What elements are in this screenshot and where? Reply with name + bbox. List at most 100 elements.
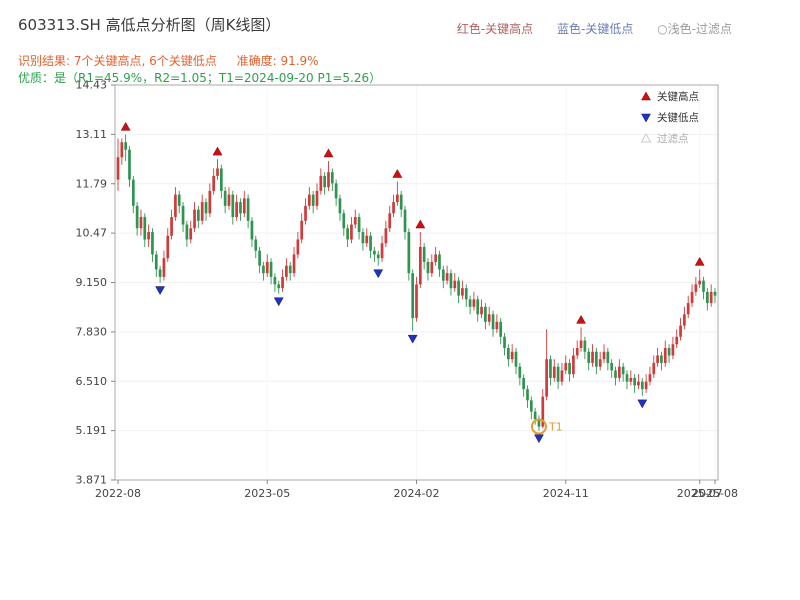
y-axis: 14.43 13.11 11.79 10.47 9.150 7.830 6.510 5.191… [76, 79, 115, 487]
candle-body [208, 190, 212, 214]
candle-body [174, 194, 177, 218]
candle-body [357, 217, 361, 233]
candle-body [426, 261, 430, 274]
legend-key-low-label: 蓝色-关键低点 [557, 22, 634, 36]
candle-body [124, 142, 128, 150]
candle-body [698, 280, 702, 285]
candle-body [667, 347, 671, 356]
y-tick-label: 5.191 [76, 424, 108, 437]
candle-body [235, 202, 238, 218]
candle-body [128, 149, 131, 180]
candle-body [683, 314, 686, 326]
candle-body [434, 254, 437, 262]
candle-body [660, 355, 663, 363]
markers-layer: T1 [120, 121, 705, 444]
candle-body [315, 190, 319, 206]
candle-body [346, 228, 349, 240]
y-tick-label: 3.871 [76, 474, 108, 487]
candle-body [556, 366, 560, 382]
x-tick-label: 2024-02 [394, 487, 440, 500]
y-tick-label: 6.510 [76, 375, 108, 388]
candle-body [361, 232, 365, 244]
candle-body [200, 202, 204, 221]
candle-body [273, 276, 277, 285]
candle-body [663, 347, 667, 363]
candle-body [116, 157, 120, 180]
candle-body [281, 276, 284, 289]
top-legend: 红色-关键高点 蓝色-关键低点 ○浅色-过滤点 [437, 20, 732, 37]
candle-body [648, 374, 652, 382]
candle-body [415, 284, 418, 319]
candle-body [227, 194, 231, 206]
candle-body [239, 202, 242, 214]
y-tick-label: 14.43 [76, 79, 108, 92]
candle-body [621, 366, 625, 375]
candle-body [602, 351, 606, 360]
candle-body [518, 366, 522, 378]
candles-layer [116, 134, 717, 431]
candle-body [614, 370, 617, 378]
legend-item-label: 过滤点 [657, 132, 689, 145]
legend-key-high-icon [641, 91, 651, 101]
candle-body [285, 265, 288, 277]
candle-body [277, 284, 281, 289]
candle-body [579, 340, 583, 348]
x-tick-label: 2022-08 [95, 487, 141, 500]
candle-body [671, 344, 675, 356]
candle-body [491, 314, 495, 330]
candle-body [675, 336, 679, 345]
candle-body [258, 250, 261, 266]
candle-body [640, 381, 644, 390]
key-low-marker [155, 286, 166, 296]
page-title: 603313.SH 高低点分析图（周K线图） [18, 16, 281, 34]
candle-body [296, 239, 300, 255]
key-high-marker [694, 256, 705, 266]
candle-body [441, 269, 445, 281]
candle-body [487, 314, 491, 322]
candle-body [549, 359, 552, 378]
key-low-marker [637, 399, 648, 409]
candle-body [342, 213, 346, 229]
candle-body [468, 299, 472, 307]
candle-body [587, 351, 591, 363]
candle-body [338, 198, 342, 214]
candle-body [170, 217, 173, 236]
candle-body [327, 172, 330, 188]
candle-body [399, 194, 403, 210]
candle-body [250, 220, 254, 240]
key-high-marker [323, 148, 334, 158]
candle-body [422, 246, 426, 262]
candle-body [625, 374, 629, 382]
key-high-marker [392, 169, 403, 178]
candle-body [438, 254, 441, 270]
candle-body [679, 325, 682, 337]
candle-body [686, 303, 690, 315]
candle-body [334, 183, 338, 199]
candle-body [506, 347, 510, 360]
candle-body [598, 359, 602, 367]
candle-body [484, 306, 487, 322]
candle-body [166, 235, 170, 259]
candle-body [617, 366, 621, 378]
candle-body [418, 246, 422, 285]
candle-body [185, 224, 189, 240]
candle-body [231, 194, 235, 218]
x-tick-label: 2023-05 [244, 487, 290, 500]
candle-body [464, 288, 468, 300]
candle-body [403, 209, 407, 233]
candle-body [193, 209, 196, 229]
candle-body [262, 265, 265, 274]
candle-body [595, 351, 598, 367]
legend-filter-icon [640, 132, 652, 143]
candle-body [702, 280, 705, 292]
legend-key-low-icon [641, 113, 651, 123]
key-high-marker [415, 219, 426, 229]
candle-body [445, 273, 449, 281]
candle-body [151, 232, 154, 255]
candle-body [189, 228, 193, 240]
candle-body [181, 205, 185, 225]
candle-body [411, 273, 415, 319]
candle-body [177, 194, 181, 206]
